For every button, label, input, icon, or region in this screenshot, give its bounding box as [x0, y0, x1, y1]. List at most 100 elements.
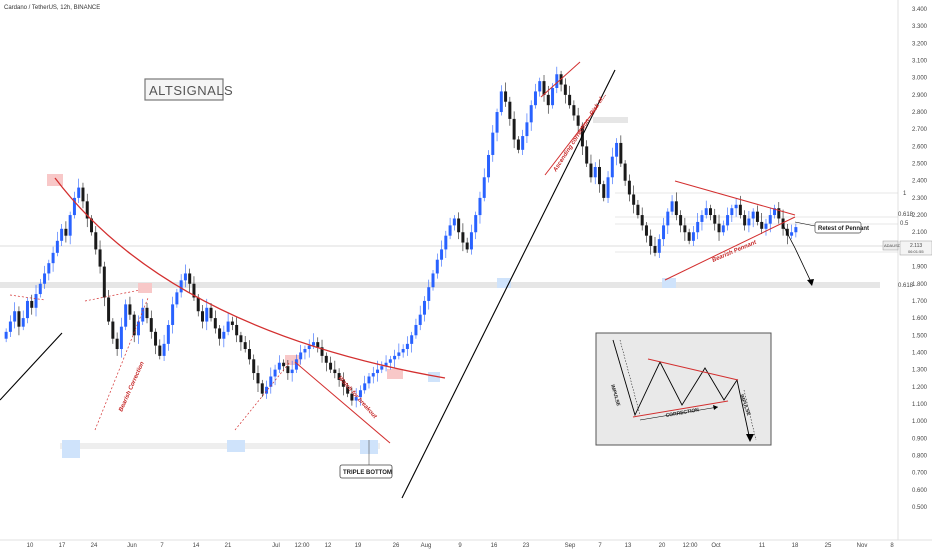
candle-body — [68, 215, 72, 236]
candle-body — [568, 94, 572, 106]
candle-body — [452, 218, 456, 226]
y-tick-label: 2.300 — [912, 196, 928, 202]
candle-body — [363, 383, 367, 391]
candle-body — [602, 184, 606, 198]
inset-bottom-line — [632, 400, 729, 418]
candle-body — [405, 343, 409, 350]
candle-body — [465, 242, 469, 250]
candle-body — [469, 232, 473, 250]
candle-body — [418, 314, 422, 325]
candle-body — [615, 142, 619, 157]
y-tick-label: 3.200 — [912, 41, 928, 47]
candle-body — [380, 366, 384, 370]
candle-body — [542, 81, 546, 95]
projection-arrow — [782, 224, 813, 285]
y-tick-label: 3.300 — [912, 24, 928, 30]
candle-body — [162, 343, 166, 356]
candle-body — [593, 166, 597, 178]
candle-body — [576, 115, 580, 126]
candle-body — [738, 204, 742, 216]
candle-body — [393, 355, 397, 360]
x-tick-label: 9 — [458, 543, 462, 549]
candle-body — [785, 228, 789, 236]
candle-body — [124, 304, 128, 327]
candle-body — [166, 324, 170, 344]
candle-body — [64, 228, 68, 236]
candle-body — [730, 208, 734, 216]
candle-body — [17, 311, 21, 327]
y-tick-label: 2.200 — [912, 213, 928, 219]
candle-body — [350, 393, 354, 401]
y-tick-label: 2.400 — [912, 179, 928, 185]
y-tick-label: 3.000 — [912, 76, 928, 82]
candle-body — [691, 232, 695, 241]
candle-body — [491, 132, 495, 155]
candle-body — [21, 318, 25, 327]
peak-highlight-3 — [285, 355, 301, 365]
candle-body — [102, 266, 106, 298]
brand-label: ALTSIGNALS — [149, 83, 233, 98]
candle-body — [555, 74, 559, 88]
x-tick-label: 8 — [890, 543, 894, 549]
candle-body — [508, 101, 512, 119]
candle-body — [410, 335, 414, 344]
candle-body — [34, 294, 38, 308]
early-support-line — [0, 332, 63, 401]
y-tick-label: 3.400 — [912, 7, 928, 13]
candle-body — [696, 221, 700, 233]
x-tick-label: 18 — [792, 543, 799, 549]
candle-body — [90, 218, 94, 233]
candle-body — [397, 352, 401, 356]
candle-body — [474, 215, 478, 233]
candle-body — [440, 249, 444, 260]
y-tick-label: 1.300 — [912, 368, 928, 374]
candle-body — [256, 373, 260, 384]
candle-body — [171, 304, 175, 325]
y-tick-label: 1.400 — [912, 350, 928, 356]
candle-body — [516, 139, 520, 150]
candle-body — [145, 307, 149, 319]
candle-body — [358, 390, 362, 398]
candle-body — [30, 300, 34, 308]
candle-body — [794, 227, 798, 233]
candle-body — [320, 347, 324, 356]
candle-body — [529, 105, 533, 123]
candle-body — [282, 362, 286, 367]
candle-body — [632, 194, 636, 205]
candle-body — [136, 321, 140, 336]
candle-body — [755, 211, 759, 222]
y-tick-label: 1.100 — [912, 402, 928, 408]
candle-body — [286, 366, 290, 374]
candle-body — [154, 331, 158, 346]
candle-body — [260, 383, 264, 394]
inset-zigzag — [612, 339, 751, 441]
candle-body — [235, 324, 239, 336]
candle-body — [213, 318, 217, 329]
candle-body — [538, 81, 542, 92]
candle-body — [115, 338, 119, 350]
y-tick-label: 0.900 — [912, 436, 928, 442]
candle-body — [354, 397, 358, 401]
candle-body — [619, 142, 623, 164]
candle-body — [495, 112, 499, 133]
candle-body — [585, 146, 589, 164]
candle-body — [422, 300, 426, 315]
candle-body — [72, 197, 76, 216]
dashed-line-3 — [234, 361, 291, 431]
y-tick-label: 0.600 — [912, 488, 928, 494]
candle-body — [674, 201, 678, 216]
candle-body — [649, 235, 653, 246]
x-tick-label: Jun — [127, 543, 137, 549]
candle-body — [13, 311, 17, 322]
candle-body — [606, 177, 610, 198]
inset-correction-arrow — [639, 406, 719, 421]
candle-body — [636, 204, 640, 216]
candle-body — [324, 355, 328, 363]
candle-body — [743, 215, 747, 226]
x-tick-label: 13 — [625, 543, 632, 549]
candle-body — [269, 376, 273, 387]
peak-highlight-4 — [387, 369, 403, 379]
pattern-inset: IMPULSE CORRECTION IMPULSE — [595, 332, 772, 446]
candle-body — [499, 91, 503, 113]
